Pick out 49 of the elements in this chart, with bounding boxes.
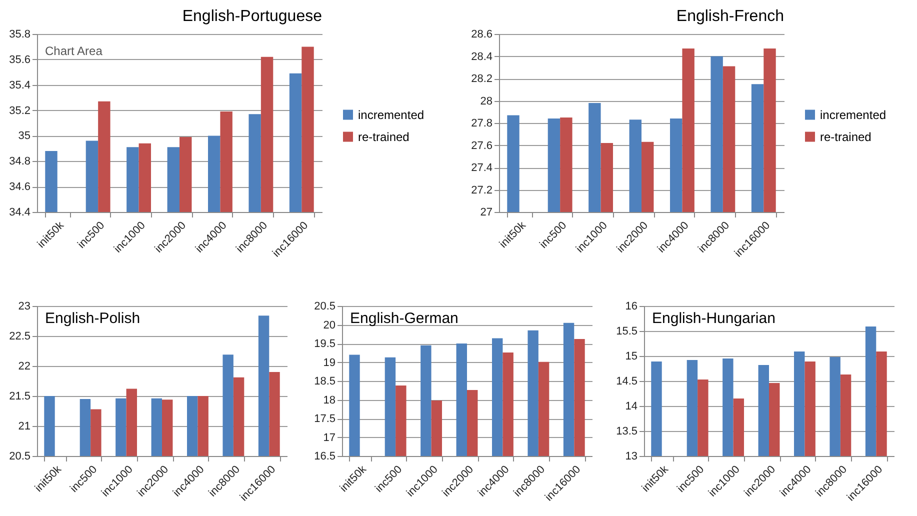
y-tick-label: 27.2: [471, 184, 492, 196]
y-tick-label: 35.6: [9, 54, 30, 66]
annotation: Chart Area: [45, 44, 103, 58]
legend-label: incremented: [820, 108, 886, 122]
y-tick-label: 28.2: [471, 73, 492, 85]
y-tick-label: 22: [18, 360, 30, 372]
y-tick-label: 28.6: [471, 28, 492, 40]
y-tick-label: 21: [18, 420, 30, 432]
chart-title: English-French: [676, 8, 784, 25]
y-tick-label: 18.5: [314, 376, 336, 388]
chart-title: English-Portuguese: [182, 8, 322, 25]
y-tick-label: 35.8: [9, 28, 30, 40]
y-tick-label: 18: [323, 394, 336, 406]
y-tick-label: 19.5: [314, 338, 336, 350]
y-tick-label: 27.4: [471, 162, 492, 174]
y-tick-label: 16: [625, 300, 638, 312]
y-tick-label: 28: [480, 95, 492, 108]
legend-label: incremented: [358, 108, 424, 122]
y-tick-label: 27.6: [471, 140, 492, 152]
chart-title: English-Hungarian: [652, 310, 776, 327]
y-tick-label: 17: [323, 432, 336, 444]
chart-title: English-German: [350, 310, 458, 327]
y-tick-label: 27.8: [471, 118, 492, 130]
y-tick-label: 22.5: [9, 330, 30, 342]
y-tick-label: 19: [323, 356, 336, 369]
y-tick-label: 35.2: [9, 104, 30, 117]
y-tick-label: 35.4: [9, 79, 30, 92]
y-tick-label: 21.5: [9, 390, 30, 402]
y-tick-label: 34.8: [9, 156, 30, 168]
y-tick-label: 20.5: [314, 300, 336, 312]
chart-title: English-Polish: [45, 310, 140, 327]
y-tick-label: 17.5: [314, 413, 336, 425]
y-tick-label: 28.4: [471, 50, 492, 63]
y-tick-label: 14.5: [616, 376, 638, 388]
y-tick-label: 15: [625, 350, 638, 362]
y-tick-label: 20.5: [9, 450, 30, 462]
y-tick-label: 16.5: [314, 450, 336, 462]
y-tick-label: 34.4: [9, 206, 30, 218]
y-tick-label: 23: [18, 300, 30, 312]
legend-label: re-trained: [358, 130, 410, 144]
legend-label: re-trained: [820, 130, 872, 144]
y-tick-label: 14: [625, 400, 638, 412]
y-tick-label: 13: [625, 450, 638, 462]
y-tick-label: 34.6: [9, 181, 30, 194]
y-tick-label: 35: [18, 130, 30, 142]
y-tick-label: 27: [480, 206, 492, 218]
y-tick-label: 15.5: [616, 326, 638, 338]
y-tick-label: 20: [323, 319, 336, 332]
y-tick-label: 13.5: [616, 426, 638, 438]
